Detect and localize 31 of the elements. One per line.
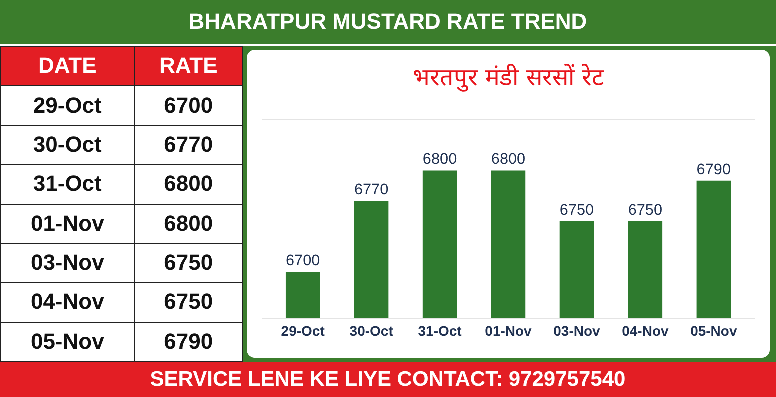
text: 6790 [134,322,242,362]
text: 6770 [134,125,242,165]
x-tick-label: 04-Nov [622,322,669,339]
text: DATE [0,46,135,86]
text: 6800 [134,164,242,204]
data-label: 6800 [422,151,458,168]
x-tick-label: 05-Nov [690,322,738,339]
data-label: 6770 [354,182,389,199]
text: 03-Nov [0,243,135,283]
text: SERVICE LENE KE LIYE CONTACT: 9729757540 [0,362,776,397]
x-tick-label: 03-Nov [554,322,601,339]
text: 6750 [134,243,242,283]
data-label: 6700 [286,252,320,270]
x-tick-label: 31-Oct [418,322,462,339]
text: 30-Oct [0,125,135,165]
text: BHARATPUR MUSTARD RATE TREND [0,0,776,46]
x-tick-label: 29-Oct [281,322,326,339]
text: 6800 [134,204,242,244]
text: RATE [134,46,242,86]
data-label: 6790 [696,161,732,178]
text: 01-Nov [0,204,135,244]
text: 29-Oct [0,86,135,126]
x-tick-label: 01-Nov [485,322,532,339]
data-label: 6750 [560,202,594,219]
x-tick-label: 30-Oct [350,322,394,339]
text: 31-Oct [0,164,135,204]
data-label: 6750 [628,202,663,219]
chart-title: भरतपुर मंडी सरसों रेट [413,63,605,92]
text: 6700 [134,86,242,126]
text: 6750 [134,282,242,322]
data-label: 6800 [491,151,526,168]
